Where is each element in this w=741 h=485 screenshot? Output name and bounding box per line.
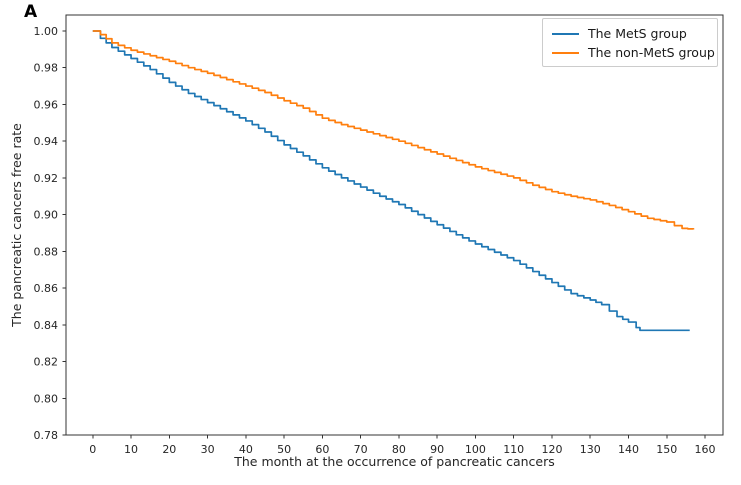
- x-tick-label: 50: [277, 443, 291, 456]
- y-tick-label: 0.88: [34, 245, 59, 258]
- panel-label: A: [24, 2, 38, 22]
- y-tick-label: 0.78: [34, 429, 59, 442]
- y-tick-label: 0.84: [34, 319, 59, 332]
- mets-curve: [92, 30, 690, 332]
- x-tick-label: 30: [201, 443, 215, 456]
- x-tick-label: 10: [124, 443, 138, 456]
- non-mets-curve: [92, 30, 695, 230]
- legend-label-non-mets: The non-MetS group: [588, 45, 715, 60]
- x-tick-label: 60: [315, 443, 329, 456]
- y-tick-label: 0.90: [34, 209, 59, 222]
- legend: The MetS group The non-MetS group: [542, 18, 718, 67]
- x-tick-label: 90: [430, 443, 444, 456]
- y-tick-label: 0.80: [34, 392, 59, 405]
- x-tick-label: 120: [541, 443, 562, 456]
- y-tick-label: 0.92: [34, 172, 59, 185]
- legend-entry-mets: The MetS group: [552, 24, 709, 43]
- x-tick-label: 130: [580, 443, 601, 456]
- x-tick-label: 0: [89, 443, 96, 456]
- x-axis-label: The month at the occurrence of pancreati…: [233, 454, 555, 469]
- x-tick-label: 150: [656, 443, 677, 456]
- x-tick-label: 80: [392, 443, 406, 456]
- mets-line-swatch: [552, 32, 579, 35]
- x-tick-label: 100: [465, 443, 486, 456]
- y-tick-label: 0.86: [34, 282, 59, 295]
- y-axis-label: The pancreatic cancers free rate: [9, 123, 24, 328]
- x-tick-label: 140: [618, 443, 639, 456]
- y-tick-label: 0.94: [34, 135, 59, 148]
- x-tick-label: 20: [162, 443, 176, 456]
- y-tick-label: 1.00: [34, 25, 59, 38]
- x-tick-label: 160: [695, 443, 716, 456]
- legend-label-mets: The MetS group: [588, 26, 687, 41]
- x-tick-label: 110: [503, 443, 524, 456]
- axes-frame: [65, 14, 724, 436]
- x-tick-label: 70: [354, 443, 368, 456]
- y-tick-label: 0.82: [34, 356, 59, 369]
- y-tick-label: 0.98: [34, 62, 59, 75]
- non-mets-line-swatch: [552, 51, 579, 54]
- x-tick-label: 40: [239, 443, 253, 456]
- legend-entry-non-mets: The non-MetS group: [552, 43, 715, 62]
- y-tick-label: 0.96: [34, 98, 59, 111]
